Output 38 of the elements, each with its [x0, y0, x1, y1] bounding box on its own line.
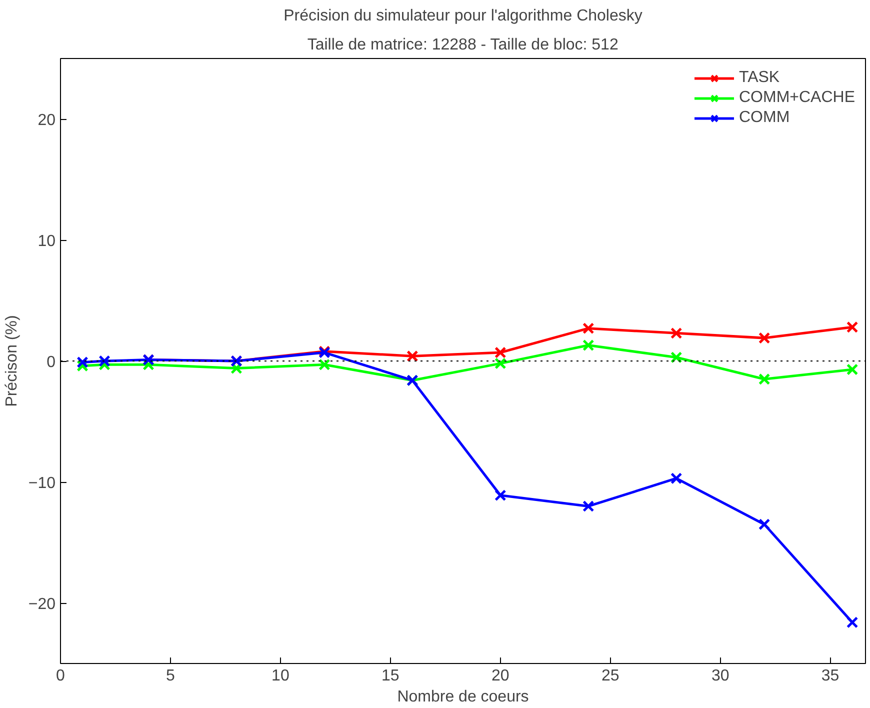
point: [318, 358, 330, 370]
point: [494, 489, 506, 502]
point: [758, 332, 770, 344]
x-tick-label: 5: [166, 668, 176, 684]
point: [582, 322, 594, 334]
point: [582, 500, 594, 512]
point: [582, 339, 594, 352]
point: [76, 356, 88, 368]
point: [846, 616, 858, 628]
legend-label: TASK: [738, 69, 780, 87]
x-tick-label: 10: [272, 668, 290, 684]
point: [846, 364, 858, 376]
x-axis-title: Nombre de coeurs: [397, 688, 529, 706]
point: [98, 355, 110, 367]
y-tick-label: −20: [28, 596, 56, 613]
chart-title: Précision du simulateur pour l'algorithme Cholesky: [284, 8, 642, 24]
x-tick-label: 25: [601, 668, 620, 684]
point: [758, 518, 770, 530]
y-axis-title: Précison (%): [3, 315, 20, 407]
x-tick-label: 15: [382, 668, 400, 684]
x-tick-label: 35: [821, 668, 840, 684]
y-tick-label: 0: [46, 354, 56, 371]
point: [758, 373, 770, 385]
point: [670, 352, 682, 364]
point: [670, 327, 682, 340]
legend-label: COMM+CACHE: [738, 89, 855, 107]
x-tick-label: 30: [711, 668, 730, 684]
point: [494, 358, 506, 370]
legend-label: COMM: [738, 109, 790, 127]
y-tick-label: 20: [38, 112, 56, 129]
chart-subtitle: Taille de matrice: 12288 - Taille de bloc: 512: [307, 36, 618, 54]
point: [406, 350, 418, 362]
y-tick-label: 10: [38, 233, 56, 250]
x-tick-label: 20: [491, 668, 510, 684]
point: [670, 472, 682, 484]
point: [846, 321, 858, 333]
point: [494, 346, 506, 358]
y-tick-label: −10: [28, 475, 56, 492]
